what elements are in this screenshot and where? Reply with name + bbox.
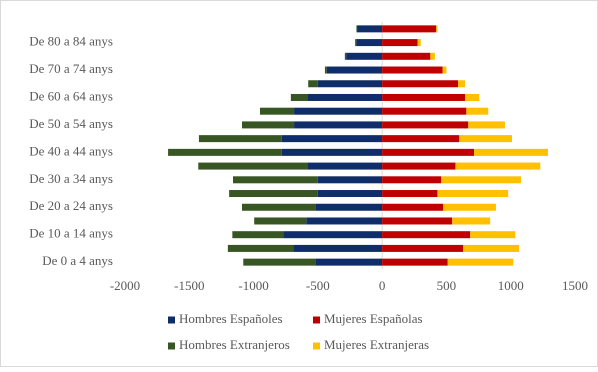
- bar: [382, 107, 467, 115]
- legend-swatch: [168, 316, 175, 324]
- y-tick-label: De 0 a 4 anys: [42, 253, 113, 268]
- bar: [233, 176, 318, 184]
- bar: [168, 148, 282, 156]
- bar: [242, 203, 316, 211]
- bar: [468, 121, 505, 129]
- bar: [382, 39, 418, 47]
- bar: [242, 121, 295, 129]
- bar: [198, 162, 308, 170]
- bar: [315, 258, 383, 266]
- bar: [382, 121, 469, 129]
- bar: [307, 162, 383, 170]
- bar: [437, 190, 509, 198]
- bar: [243, 258, 316, 266]
- bar: [382, 80, 458, 88]
- bar: [436, 25, 438, 33]
- bar: [229, 190, 318, 198]
- bar: [382, 162, 456, 170]
- bar: [463, 244, 520, 252]
- bar: [346, 52, 383, 60]
- bar: [465, 93, 480, 101]
- bar: [356, 39, 383, 47]
- legend-label: Mujeres Extranjeras: [324, 337, 429, 352]
- bar: [283, 231, 383, 239]
- bar: [355, 39, 357, 47]
- x-tick-label: 1500: [562, 278, 588, 293]
- y-tick-label: De 30 a 34 anys: [29, 171, 113, 186]
- bar: [315, 203, 383, 211]
- y-tick-label: De 60 a 64 anys: [29, 88, 113, 103]
- bar: [466, 107, 489, 115]
- legend-label: Mujeres Españolas: [324, 311, 423, 326]
- legend-swatch: [313, 342, 320, 350]
- y-tick-label: De 10 a 14 anys: [29, 226, 113, 241]
- bar: [307, 93, 383, 101]
- bar: [430, 52, 435, 60]
- x-tick-label: 0: [379, 278, 386, 293]
- bar: [382, 231, 471, 239]
- bar: [382, 244, 464, 252]
- bar: [382, 176, 442, 184]
- bar: [452, 217, 491, 225]
- bar: [294, 121, 383, 129]
- legend-label: Hombres Extranjeros: [179, 337, 290, 352]
- x-tick-label: -2000: [110, 278, 140, 293]
- x-tick-label: 1000: [498, 278, 524, 293]
- bar: [455, 162, 541, 170]
- bar: [382, 217, 453, 225]
- bar: [232, 231, 284, 239]
- y-tick-label: De 80 a 84 anys: [29, 34, 113, 49]
- bar: [281, 148, 383, 156]
- bar: [344, 52, 347, 60]
- bar: [293, 244, 383, 252]
- bar: [306, 217, 383, 225]
- legend-label: Hombres Españoles: [179, 311, 283, 326]
- y-tick-label: De 40 a 44 anys: [29, 143, 113, 158]
- legend-swatch: [313, 316, 320, 324]
- bar: [442, 66, 447, 74]
- bar: [290, 93, 308, 101]
- bar: [260, 107, 295, 115]
- bar: [227, 244, 294, 252]
- bar: [470, 231, 516, 239]
- bar: [382, 135, 460, 143]
- bar: [324, 66, 327, 74]
- bar: [417, 39, 421, 47]
- bar: [382, 190, 438, 198]
- bar: [382, 52, 431, 60]
- bar: [382, 66, 443, 74]
- bar: [294, 107, 383, 115]
- bar: [382, 258, 448, 266]
- bar: [459, 135, 512, 143]
- legend-swatch: [168, 342, 175, 350]
- bar: [317, 80, 383, 88]
- x-tick-label: -500: [306, 278, 330, 293]
- bar: [281, 135, 383, 143]
- y-tick-label: De 50 a 54 anys: [29, 116, 113, 131]
- bar: [443, 203, 496, 211]
- bar: [317, 176, 383, 184]
- bar: [356, 25, 358, 33]
- bar: [474, 148, 548, 156]
- x-tick-label: 500: [437, 278, 457, 293]
- bar: [254, 217, 307, 225]
- bar: [382, 203, 444, 211]
- bar: [308, 80, 318, 88]
- y-tick-label: De 20 a 24 anys: [29, 198, 113, 213]
- y-tick-label: De 70 a 74 anys: [29, 61, 113, 76]
- bar: [441, 176, 521, 184]
- bar: [326, 66, 383, 74]
- x-tick-label: -1000: [238, 278, 268, 293]
- bar: [357, 25, 383, 33]
- bar: [198, 135, 282, 143]
- bar: [382, 25, 437, 33]
- bar: [317, 190, 383, 198]
- bar: [447, 258, 514, 266]
- bar: [382, 93, 466, 101]
- bar: [458, 80, 466, 88]
- bar: [382, 148, 475, 156]
- x-tick-label: -1500: [174, 278, 204, 293]
